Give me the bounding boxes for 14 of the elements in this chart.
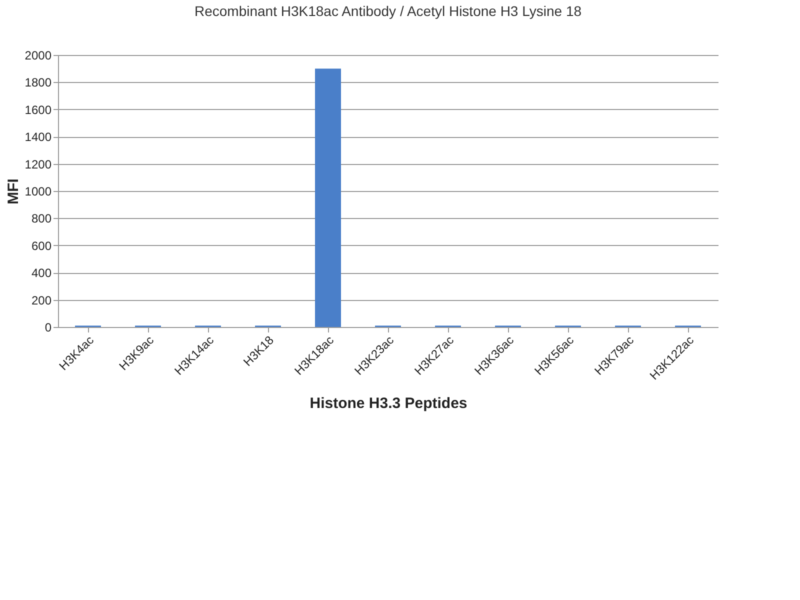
y-tick-label: 200	[31, 293, 52, 308]
y-tick-label: 1400	[24, 130, 52, 144]
chart-title: Recombinant H3K18ac Antibody / Acetyl Histone H3 Lysine 18	[194, 3, 582, 19]
y-tick-label: 1600	[24, 102, 52, 117]
y-tick-label: 600	[31, 238, 52, 253]
x-axis-title: Histone H3.3 Peptides	[310, 394, 468, 412]
y-tick-label: 400	[31, 266, 52, 280]
y-tick-label: 800	[31, 212, 52, 226]
y-axis-title: MFI	[4, 178, 22, 204]
y-tick-label: 2000	[24, 48, 52, 62]
y-tick-label: 0	[44, 320, 52, 334]
y-tick-label: 1000	[24, 184, 52, 198]
y-tick-label: 1800	[24, 76, 52, 90]
y-tick-label: 1200	[24, 157, 52, 172]
